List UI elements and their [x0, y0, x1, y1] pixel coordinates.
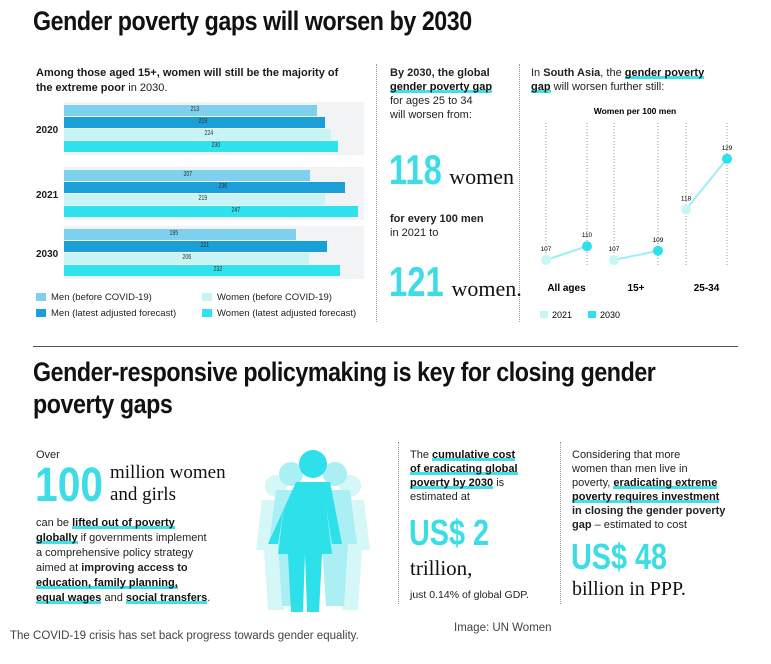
cost-gdp: just 0.14% of global GDP. — [410, 589, 529, 601]
bar — [64, 194, 325, 205]
south-asia-intro: In South Asia, the gender poverty gap wil… — [531, 67, 705, 93]
category-label: 15+ — [628, 283, 645, 294]
section2-title: Gender-responsive policymaking is key fo… — [33, 357, 656, 419]
cost-unit: trillion, — [410, 556, 473, 580]
over-label: Over — [36, 449, 60, 461]
category-label: All ages — [547, 283, 586, 294]
bar — [64, 253, 310, 264]
divider-4 — [560, 442, 561, 604]
cost-amount: US$ 2 — [409, 512, 490, 553]
bar-value-label: 219 — [198, 195, 207, 202]
cost-text: The cumulative cost of eradicating globa… — [410, 449, 518, 503]
policy-text: can be lifted out of poverty globally if… — [36, 517, 211, 604]
bar-value-label: 230 — [211, 142, 220, 149]
hundred-number: 100 — [35, 459, 104, 512]
main-title: Gender poverty gaps will worsen by 2030 — [33, 6, 472, 36]
point-2021 — [541, 255, 551, 265]
bar-value-label: 206 — [182, 254, 192, 261]
bar-value-label: 213 — [190, 106, 200, 113]
bar — [64, 206, 358, 217]
series-connector — [613, 249, 659, 261]
legend-men-before: Men (before COVID-19) — [36, 292, 202, 303]
bar-value-label: 195 — [169, 230, 179, 237]
legend-swatch-2030 — [588, 311, 596, 318]
category-label: 25-34 — [694, 283, 720, 294]
bar-value-label: 224 — [204, 130, 213, 137]
divider-3 — [398, 442, 399, 604]
divider-2 — [519, 64, 520, 322]
point-2030 — [722, 153, 732, 164]
image-credit: Image: UN Women — [454, 622, 552, 634]
bar — [64, 229, 297, 240]
point-label-2030: 129 — [722, 145, 733, 152]
point-label-2021: 107 — [609, 246, 620, 253]
bar-value-label: 236 — [218, 183, 228, 190]
point-2030 — [582, 241, 592, 252]
legend-men-latest: Men (latest adjusted forecast) — [36, 308, 202, 319]
bar-chart: 2020 2021 2030 213 207 195 219 236 221 224 219 206 2… — [0, 0, 380, 330]
investment-text: Considering that more women than men liv… — [572, 449, 726, 531]
bar — [64, 129, 331, 140]
section-divider — [33, 346, 738, 347]
point-label-2030: 109 — [653, 237, 664, 244]
category-label: 2021 — [36, 190, 59, 201]
line-chart-title: Women per 100 men — [594, 106, 677, 116]
point-2030 — [653, 245, 663, 256]
bar — [64, 105, 318, 116]
line-chart: Women per 100 men 107 110 All ages 107 109 15+… — [540, 106, 733, 320]
million-label: million women and girls — [110, 462, 226, 505]
bar-value-label: 207 — [183, 171, 193, 178]
category-label: 2020 — [36, 125, 59, 136]
bar-chart-intro: Among those aged 15+, women will still b… — [36, 67, 339, 94]
gap-2021: 118 women — [389, 146, 514, 193]
gap-2030: 121 women. — [389, 258, 522, 305]
bar — [64, 241, 327, 252]
bar-value-label: 219 — [198, 118, 207, 125]
gap-summary: By 2030, the global gender poverty gap f… — [390, 67, 493, 121]
gap-for-every: for every 100 men in 2021 to — [390, 213, 484, 239]
point-2021 — [681, 204, 691, 215]
divider-1 — [376, 64, 377, 322]
bar — [64, 182, 345, 193]
women-group-icon — [256, 450, 370, 612]
bar-value-label: 247 — [231, 207, 241, 214]
image-caption: The COVID-19 crisis has set back progres… — [10, 630, 359, 642]
point-label-2021: 118 — [681, 195, 692, 202]
legend-2021: 2021 — [552, 310, 572, 320]
series-connector — [545, 245, 588, 261]
bar-value-label: 221 — [200, 242, 210, 249]
investment-amount: US$ 48 — [571, 536, 668, 577]
bar-value-label: 232 — [213, 266, 223, 273]
legend-women-latest: Women (latest adjusted forecast) — [202, 308, 356, 319]
point-label-2021: 107 — [541, 246, 552, 253]
legend-2030: 2030 — [600, 310, 620, 320]
series-connector — [685, 158, 728, 211]
investment-unit: billion in PPP. — [572, 578, 686, 600]
bar — [64, 170, 311, 181]
point-label-2030: 110 — [582, 232, 593, 239]
bar — [64, 141, 338, 152]
category-label: 2030 — [36, 249, 59, 260]
legend-women-before: Women (before COVID-19) — [202, 292, 332, 303]
bar-legend: Men (before COVID-19) Women (before COVI… — [36, 292, 376, 319]
legend-swatch-2021 — [540, 311, 548, 318]
bar — [64, 117, 325, 128]
point-2021 — [609, 255, 619, 265]
bar — [64, 265, 341, 276]
